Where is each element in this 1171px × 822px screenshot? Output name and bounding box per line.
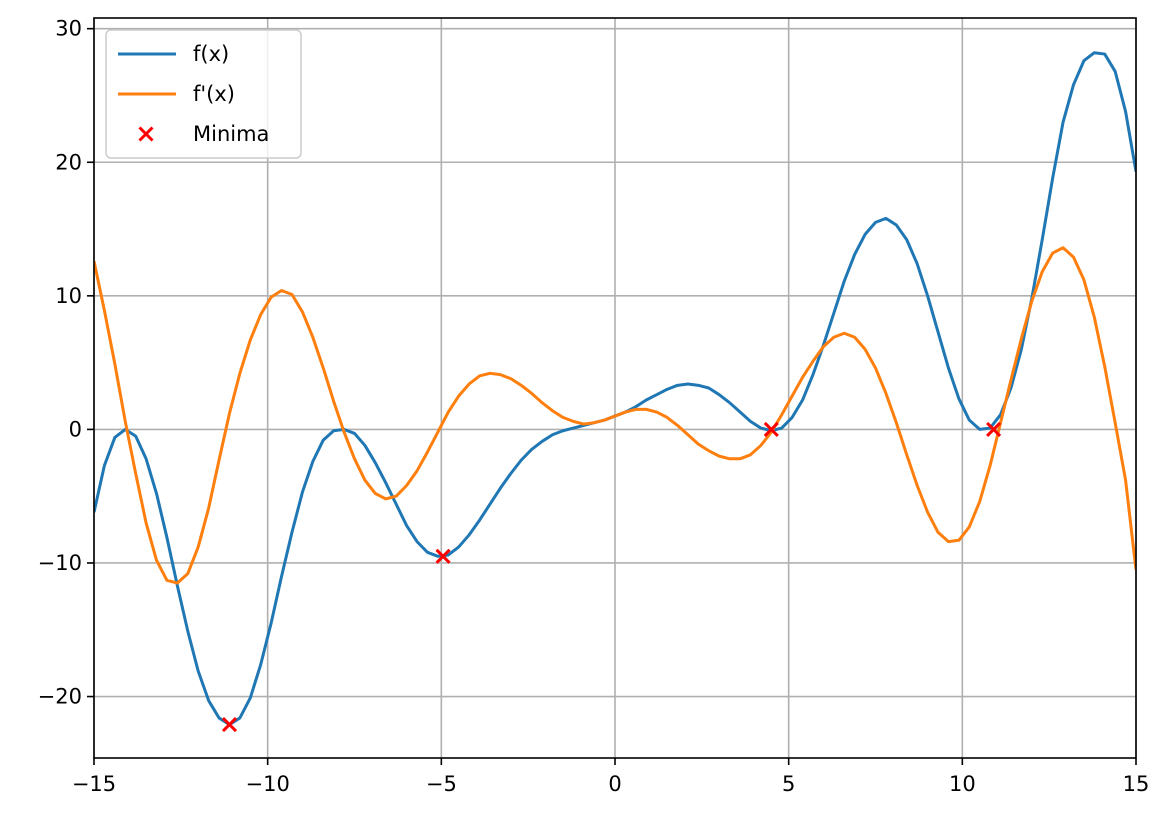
- x-tick-label: 10: [949, 772, 976, 796]
- legend-label: f'(x): [193, 82, 235, 106]
- y-tick-label: 20: [55, 150, 82, 174]
- grid: [93, 18, 1137, 758]
- x-tick-label: −5: [426, 772, 457, 796]
- x-tick-label: −15: [72, 772, 116, 796]
- y-tick-label: 30: [55, 17, 82, 41]
- x-tick-label: −10: [246, 772, 290, 796]
- minima-marker-stroke-b: [763, 421, 779, 437]
- legend-box: [105, 29, 302, 159]
- minima-marker: [986, 421, 1002, 437]
- minima-marker-stroke-b: [221, 717, 238, 733]
- legend-swatch-marker-b: [138, 126, 154, 142]
- legend-entry: Minima: [138, 122, 269, 146]
- minima-marker-stroke-b: [986, 421, 1002, 437]
- y-tick-label: 0: [69, 417, 82, 441]
- minima-marker: [763, 421, 779, 437]
- x-tick-label: 15: [1123, 772, 1150, 796]
- minima-marker-stroke-b: [435, 548, 451, 564]
- y-tick-label: 10: [55, 284, 82, 308]
- minima-marker: [435, 548, 451, 564]
- x-tick-label: 5: [782, 772, 795, 796]
- legend-entry: f'(x): [118, 82, 235, 106]
- axes: −15 −10 −5 0 5 10 15 −20 −10 0 10 20 30: [38, 17, 1150, 796]
- legend-entry: f(x): [118, 42, 229, 66]
- legend: f(x) f'(x) Minima: [105, 29, 302, 159]
- series-line-1: [94, 246, 1136, 585]
- y-tick-label: −20: [38, 685, 82, 709]
- minima-marker: [221, 717, 238, 733]
- legend-label: f(x): [193, 42, 229, 66]
- series-layer: [94, 51, 1136, 733]
- legend-label: Minima: [193, 122, 269, 146]
- x-tick-label: 0: [608, 772, 621, 796]
- y-tick-label: −10: [38, 551, 82, 575]
